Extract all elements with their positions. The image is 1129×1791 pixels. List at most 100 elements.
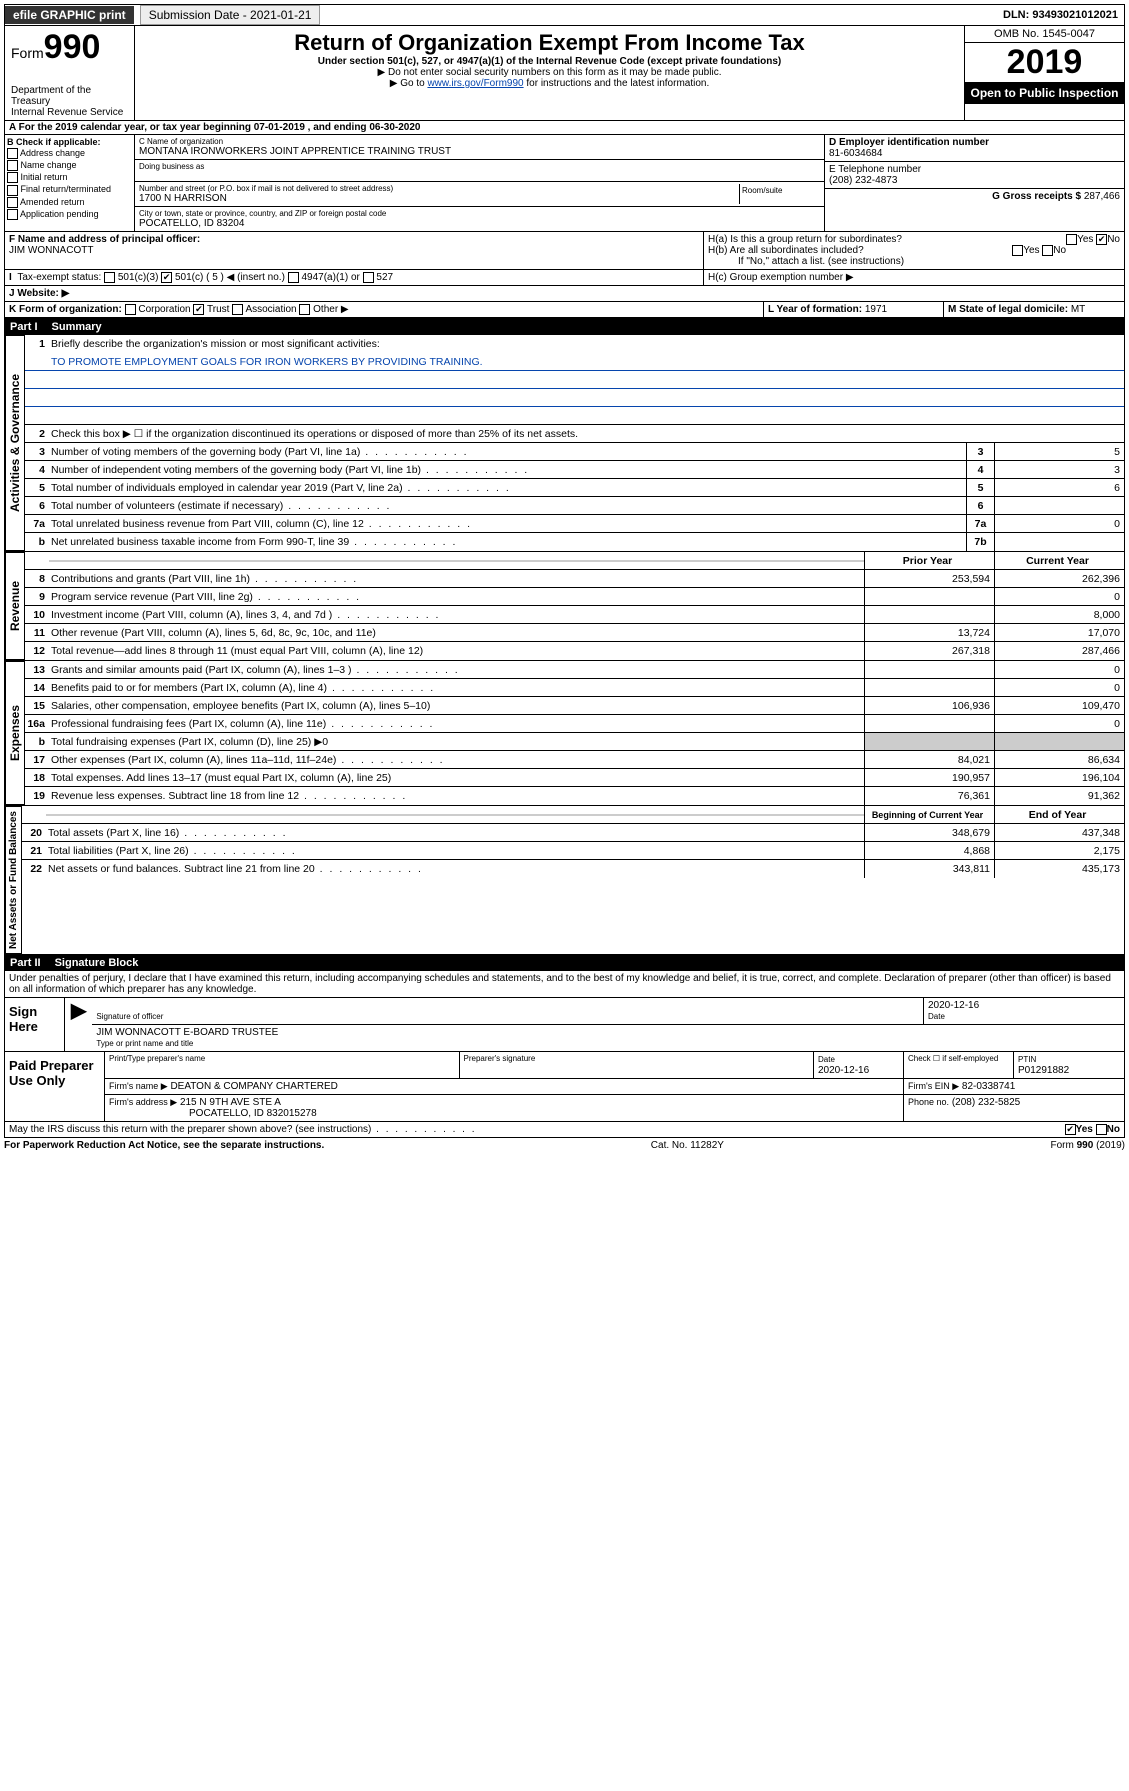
prep-sig-label: Preparer's signature [460,1052,815,1078]
org-name: MONTANA IRONWORKERS JOINT APPRENTICE TRA… [139,146,820,157]
footer: For Paperwork Reduction Act Notice, see … [4,1138,1125,1153]
val-7a: 0 [994,515,1124,532]
py-17: 84,021 [864,751,994,768]
cy-10: 8,000 [994,606,1124,623]
line-12: Total revenue—add lines 8 through 11 (mu… [49,644,864,658]
efile-topbar: efile GRAPHIC print Submission Date - 20… [4,4,1125,26]
officer-name: JIM WONNACOTT [9,245,93,256]
box-d-e-g: D Employer identification number 81-6034… [824,135,1124,231]
hdr-prior-year: Prior Year [864,552,994,569]
line-a-tax-period: A For the 2019 calendar year, or tax yea… [4,121,1125,135]
prep-date: 2020-12-16 [818,1065,869,1076]
line-3: Number of voting members of the governin… [49,445,966,459]
tax-year: 2019 [965,43,1124,82]
line-1-label: Briefly describe the organization's miss… [49,337,1124,351]
chk-app-pending[interactable]: Application pending [7,209,132,220]
year-formation: 1971 [865,304,887,315]
chk-amended[interactable]: Amended return [7,197,132,208]
line-7b: Net unrelated business taxable income fr… [49,535,966,549]
sig-officer-label: Signature of officer [96,1012,163,1021]
street-label: Number and street (or P.O. box if mail i… [139,184,739,193]
form-header: Form990 Department of the Treasury Inter… [4,26,1125,121]
efile-label: efile GRAPHIC print [5,6,134,24]
val-5: 6 [994,479,1124,496]
py-13 [864,661,994,678]
form-ref: Form 990 (2019) [1051,1140,1125,1151]
pra-notice: For Paperwork Reduction Act Notice, see … [4,1140,324,1151]
irs-link[interactable]: www.irs.gov/Form990 [427,78,523,89]
form-number: Form990 [11,28,128,67]
line-4: Number of independent voting members of … [49,463,966,477]
line-6: Total number of volunteers (estimate if … [49,499,966,513]
chk-address-change[interactable]: Address change [7,148,132,159]
line-8: Contributions and grants (Part VIII, lin… [49,572,864,586]
form-title: Return of Organization Exempt From Incom… [139,30,960,56]
officer-label: F Name and address of principal officer: [9,234,200,245]
sign-here-block: Sign Here ▶ Signature of officer 2020-12… [4,998,1125,1052]
line-17: Other expenses (Part IX, column (A), lin… [49,753,864,767]
part-ii-header: Part IISignature Block [4,955,1125,971]
py-21: 4,868 [864,842,994,859]
irs-label: Internal Revenue Service [11,107,128,118]
hdr-begin-year: Beginning of Current Year [864,806,994,823]
line-20: Total assets (Part X, line 16) [46,826,864,840]
h-a: H(a) Is this a group return for subordin… [708,234,1120,245]
hdr-current-year: Current Year [994,552,1124,569]
py-11: 13,724 [864,624,994,641]
py-8: 253,594 [864,570,994,587]
room-suite-label: Room/suite [740,184,820,204]
org-name-label: C Name of organization [139,137,820,146]
city-label: City or town, state or province, country… [139,209,820,218]
state-domicile: MT [1071,304,1085,315]
line-13: Grants and similar amounts paid (Part IX… [49,663,864,677]
line-11: Other revenue (Part VIII, column (A), li… [49,626,864,640]
phone-label: E Telephone number [829,164,921,175]
cy-16a: 0 [994,715,1124,732]
ein-label: D Employer identification number [829,137,989,148]
line-10: Investment income (Part VIII, column (A)… [49,608,864,622]
box-b-checkboxes: B Check if applicable: Address change Na… [5,135,135,231]
firm-ein: 82-0338741 [962,1081,1015,1092]
line-19: Revenue less expenses. Subtract line 18 … [49,789,864,803]
sec-expenses: Expenses 13Grants and similar amounts pa… [4,661,1125,806]
val-7b [994,533,1124,551]
py-10 [864,606,994,623]
firm-city: POCATELLO, ID 832015278 [109,1108,317,1119]
h-b: H(b) Are all subordinates included? Yes … [708,245,1120,256]
py-12: 267,318 [864,642,994,660]
chk-initial-return[interactable]: Initial return [7,172,132,183]
row-k-l-m: K Form of organization: Corporation ✔ Tr… [4,302,1125,319]
city-state-zip: POCATELLO, ID 83204 [139,218,820,229]
tab-net-assets: Net Assets or Fund Balances [5,806,22,954]
subtitle-2: ▶ Do not enter social security numbers o… [139,67,960,78]
row-i: I Tax-exempt status: 501(c)(3) ✔ 501(c) … [4,270,1125,286]
entity-block: B Check if applicable: Address change Na… [4,135,1125,232]
paid-preparer-label: Paid Preparer Use Only [5,1052,105,1121]
gross-receipts-value: 287,466 [1084,191,1120,202]
cy-15: 109,470 [994,697,1124,714]
cat-number: Cat. No. 11282Y [651,1140,724,1151]
h-b-note: If "No," attach a list. (see instruction… [708,256,1120,267]
cy-11: 17,070 [994,624,1124,641]
py-22: 343,811 [864,860,994,878]
firm-address: 215 N 9TH AVE STE A [180,1097,281,1108]
chk-final-return[interactable]: Final return/terminated [7,184,132,195]
h-c: H(c) Group exemption number ▶ [704,270,1124,285]
arrow-icon: ▶ [65,998,92,1051]
hdr-end-year: End of Year [994,806,1124,823]
street-address: 1700 N HARRISON [139,193,739,204]
py-14 [864,679,994,696]
sec-net-assets: Net Assets or Fund Balances Beginning of… [4,806,1125,955]
py-9 [864,588,994,605]
sec-revenue: Revenue Prior YearCurrent Year 8Contribu… [4,552,1125,661]
perjury-statement: Under penalties of perjury, I declare th… [4,971,1125,998]
chk-name-change[interactable]: Name change [7,160,132,171]
line-2: Check this box ▶ ☐ if the organization d… [49,427,1124,441]
part-i-header: Part ISummary [4,319,1125,335]
ein-value: 81-6034684 [829,148,882,159]
cy-17: 86,634 [994,751,1124,768]
cy-18: 196,104 [994,769,1124,786]
self-employed-check[interactable]: Check ☐ if self-employed [904,1052,1014,1078]
subtitle-1: Under section 501(c), 527, or 4947(a)(1)… [139,56,960,67]
line-7a: Total unrelated business revenue from Pa… [49,517,966,531]
